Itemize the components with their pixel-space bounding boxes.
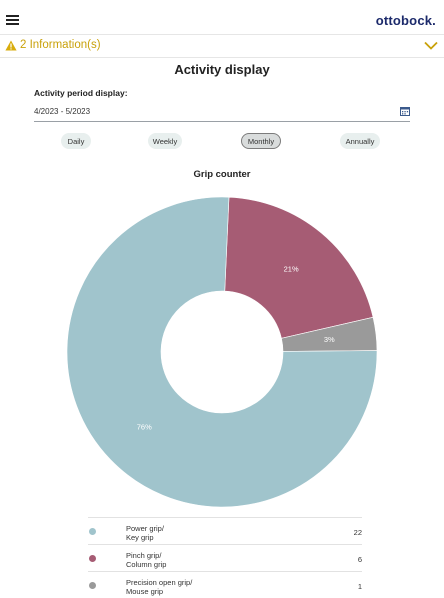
period-input[interactable]: 4/2023 - 5/2023 <box>34 103 410 122</box>
period-label: Activity period display: <box>34 88 128 98</box>
slice-percent-label: 21% <box>284 265 299 274</box>
legend-label: Power grip/ Key grip <box>126 524 164 542</box>
menu-icon[interactable] <box>6 15 19 25</box>
legend-count: 6 <box>357 555 362 564</box>
calendar-icon[interactable] <box>400 106 410 116</box>
legend-item-pinch-grip: Pinch grip/ Column grip 6 <box>88 544 362 571</box>
legend-item-precision-open-grip: Precision open grip/ Mouse grip 1 <box>88 571 362 598</box>
grip-donut-chart: 21% 3% 76% <box>66 196 378 508</box>
daily-button[interactable]: Daily <box>61 133 91 149</box>
chevron-down-icon[interactable] <box>424 41 438 50</box>
information-count: 2 Information(s) <box>20 39 101 51</box>
legend-item-power-grip: Power grip/ Key grip 22 <box>88 517 362 544</box>
brand-logo: ottobock. <box>375 13 436 28</box>
donut-slice <box>224 196 374 339</box>
information-bar[interactable]: 2 Information(s) <box>0 35 444 58</box>
legend-label: Pinch grip/ Column grip <box>126 551 167 569</box>
chart-legend: Power grip/ Key grip 22 Pinch grip/ Colu… <box>88 517 362 598</box>
annually-button[interactable]: Annually <box>340 133 380 149</box>
monthly-button[interactable]: Monthly <box>241 133 281 149</box>
legend-dot <box>89 582 96 589</box>
legend-label: Precision open grip/ Mouse grip <box>126 578 193 596</box>
period-value: 4/2023 - 5/2023 <box>34 107 91 116</box>
slice-percent-label: 3% <box>324 335 335 344</box>
slice-percent-label: 76% <box>137 422 152 431</box>
legend-count: 22 <box>353 528 362 537</box>
legend-count: 1 <box>357 582 362 591</box>
warning-icon <box>5 40 17 51</box>
chart-title: Grip counter <box>193 169 251 180</box>
weekly-button[interactable]: Weekly <box>148 133 182 149</box>
page-title: Activity display <box>174 62 270 77</box>
top-bar: ottobock. <box>0 0 444 35</box>
donut-slice <box>66 196 378 508</box>
legend-dot <box>89 555 96 562</box>
legend-dot <box>89 528 96 535</box>
